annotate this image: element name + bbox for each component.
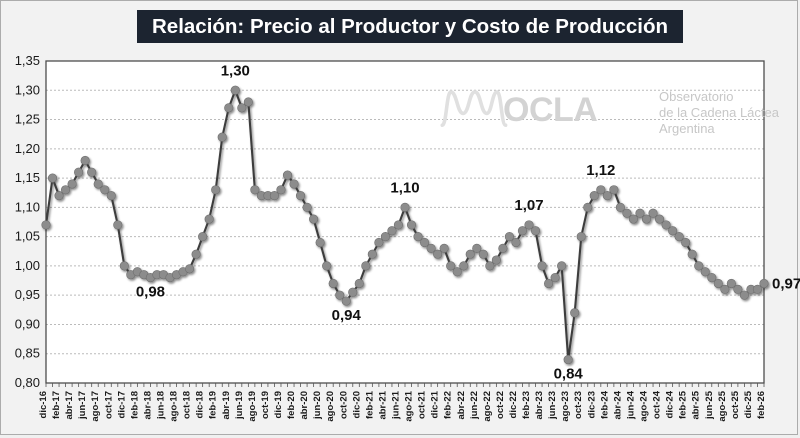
svg-text:feb-19: feb-19 (208, 391, 219, 419)
svg-text:jun-20: jun-20 (312, 391, 323, 420)
svg-text:1,10: 1,10 (15, 199, 40, 214)
svg-text:1,07: 1,07 (514, 197, 543, 214)
svg-text:abr-21: abr-21 (377, 390, 388, 419)
svg-text:0,95: 0,95 (15, 287, 40, 302)
svg-text:oct-21: oct-21 (417, 390, 428, 419)
svg-text:ago-18: ago-18 (169, 391, 180, 422)
svg-text:abr-18: abr-18 (142, 391, 153, 420)
svg-text:1,10: 1,10 (390, 179, 419, 196)
svg-text:OCLA: OCLA (503, 91, 597, 129)
svg-text:dic-17: dic-17 (116, 391, 127, 418)
svg-text:oct-19: oct-19 (260, 391, 271, 419)
svg-text:ago-17: ago-17 (90, 391, 101, 422)
svg-text:1,35: 1,35 (15, 53, 40, 68)
svg-text:1,25: 1,25 (15, 112, 40, 127)
svg-text:0,85: 0,85 (15, 346, 40, 361)
svg-text:abr-24: abr-24 (612, 390, 623, 419)
svg-text:dic-25: dic-25 (743, 390, 754, 418)
svg-text:feb-22: feb-22 (443, 391, 454, 419)
svg-text:feb-17: feb-17 (51, 391, 62, 419)
svg-text:jun-19: jun-19 (234, 391, 245, 420)
svg-text:feb-21: feb-21 (364, 390, 375, 419)
svg-text:1,30: 1,30 (15, 82, 40, 97)
svg-text:ago-22: ago-22 (482, 391, 493, 422)
svg-text:jun-25: jun-25 (704, 390, 715, 420)
svg-text:oct-22: oct-22 (495, 391, 506, 419)
svg-text:1,20: 1,20 (15, 141, 40, 156)
svg-text:de la Cadena Láctea: de la Cadena Láctea (659, 105, 780, 120)
svg-text:dic-21: dic-21 (430, 390, 441, 418)
svg-text:1,12: 1,12 (586, 162, 615, 179)
svg-text:feb-26: feb-26 (756, 391, 767, 419)
svg-text:dic-19: dic-19 (273, 391, 284, 418)
svg-text:1,05: 1,05 (15, 229, 40, 244)
svg-text:ago-19: ago-19 (247, 391, 258, 422)
svg-text:oct-23: oct-23 (573, 391, 584, 419)
svg-text:dic-16: dic-16 (38, 391, 49, 418)
svg-text:abr-17: abr-17 (64, 391, 75, 420)
svg-text:abr-20: abr-20 (299, 391, 310, 420)
svg-text:0,97: 0,97 (772, 275, 800, 292)
svg-text:dic-18: dic-18 (195, 391, 206, 418)
svg-text:dic-23: dic-23 (586, 391, 597, 418)
svg-text:0,90: 0,90 (15, 316, 40, 331)
svg-text:0,98: 0,98 (136, 284, 165, 301)
svg-text:abr-23: abr-23 (534, 391, 545, 420)
svg-text:ago-20: ago-20 (325, 391, 336, 422)
svg-text:dic-22: dic-22 (508, 391, 519, 418)
svg-text:dic-24: dic-24 (665, 390, 676, 418)
svg-text:Argentina: Argentina (659, 121, 715, 136)
svg-text:abr-22: abr-22 (456, 391, 467, 420)
svg-text:1,15: 1,15 (15, 170, 40, 185)
svg-text:ago-24: ago-24 (639, 390, 650, 421)
svg-text:feb-23: feb-23 (521, 391, 532, 419)
svg-text:oct-17: oct-17 (103, 391, 114, 419)
svg-text:abr-19: abr-19 (221, 391, 232, 420)
svg-text:1,00: 1,00 (15, 258, 40, 273)
svg-text:feb-20: feb-20 (286, 391, 297, 419)
svg-text:0,84: 0,84 (554, 366, 584, 383)
svg-text:oct-24: oct-24 (652, 390, 663, 419)
svg-text:ago-23: ago-23 (560, 391, 571, 422)
svg-text:oct-25: oct-25 (730, 390, 741, 419)
svg-text:jun-21: jun-21 (390, 390, 401, 420)
svg-text:abr-25: abr-25 (691, 390, 702, 419)
svg-text:jun-17: jun-17 (77, 391, 88, 420)
svg-text:Observatorio: Observatorio (659, 89, 733, 104)
svg-text:ago-21: ago-21 (404, 390, 415, 421)
svg-text:jun-23: jun-23 (547, 391, 558, 420)
svg-text:dic-20: dic-20 (351, 391, 362, 418)
svg-text:feb-24: feb-24 (599, 390, 610, 419)
svg-text:feb-25: feb-25 (678, 390, 689, 419)
svg-text:feb-18: feb-18 (129, 391, 140, 419)
svg-text:jun-22: jun-22 (469, 391, 480, 420)
svg-text:oct-18: oct-18 (182, 391, 193, 419)
svg-text:jun-18: jun-18 (155, 391, 166, 420)
svg-text:0,94: 0,94 (332, 307, 362, 324)
svg-text:1,30: 1,30 (221, 62, 250, 79)
svg-text:0,80: 0,80 (15, 375, 40, 390)
svg-text:oct-20: oct-20 (338, 391, 349, 419)
svg-text:ago-25: ago-25 (717, 390, 728, 421)
svg-text:jun-24: jun-24 (625, 390, 636, 420)
